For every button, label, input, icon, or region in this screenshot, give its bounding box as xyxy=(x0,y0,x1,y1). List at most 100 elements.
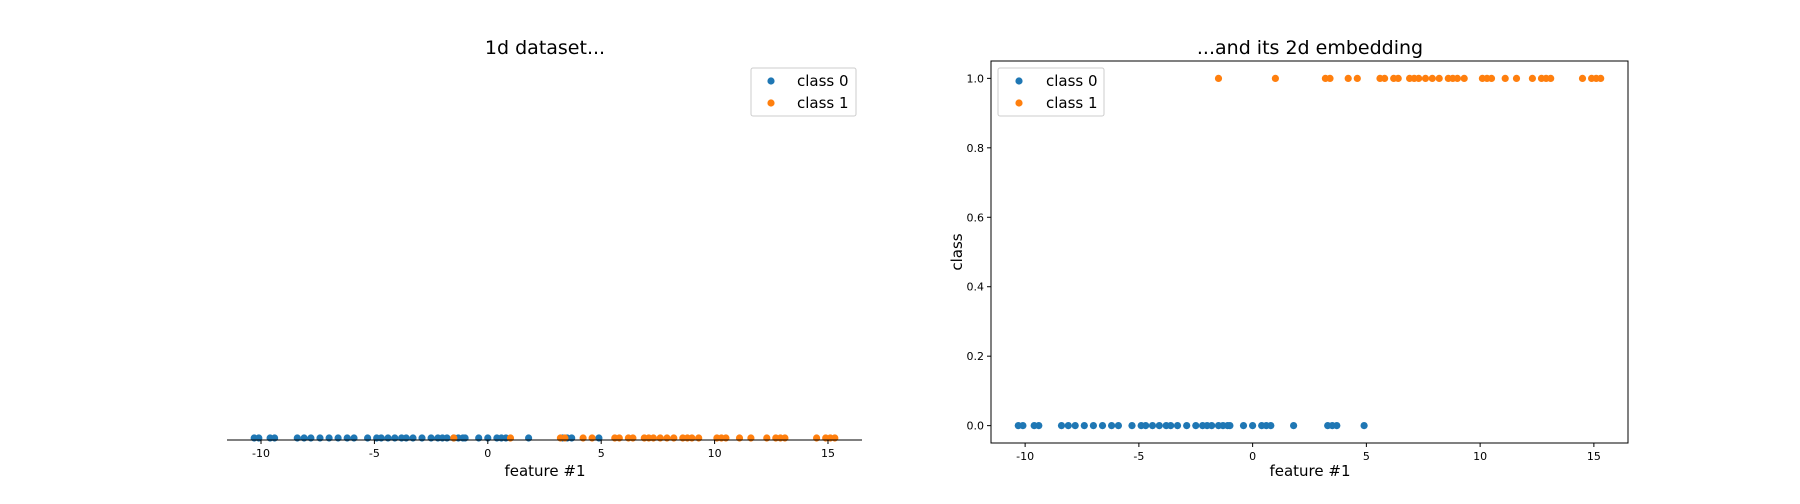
point-class-1 xyxy=(1435,74,1443,82)
legend-marker-class-1 xyxy=(767,99,775,107)
point-class-1 xyxy=(1460,74,1468,82)
point-class-0 xyxy=(409,434,417,442)
x-axis-label: feature #1 xyxy=(504,462,585,480)
y-tick-label: 0.0 xyxy=(967,420,985,433)
point-class-1 xyxy=(747,434,755,442)
point-class-1 xyxy=(1421,74,1430,82)
scatter-points xyxy=(1014,74,1605,430)
point-class-1 xyxy=(1353,74,1361,82)
point-class-1 xyxy=(1501,74,1509,82)
x-tick-label: -5 xyxy=(369,447,380,460)
point-class-0 xyxy=(1360,422,1368,430)
point-class-1 xyxy=(831,434,839,442)
legend-marker-class-0 xyxy=(767,77,775,85)
y-tick-label: 0.2 xyxy=(967,350,985,363)
legend-frame xyxy=(750,67,857,117)
point-class-1 xyxy=(588,434,596,442)
point-class-0 xyxy=(1142,422,1150,430)
point-class-0 xyxy=(1167,422,1175,430)
point-class-0 xyxy=(325,434,333,442)
x-tick-label: 15 xyxy=(821,447,835,460)
chart-title: 1d dataset... xyxy=(485,37,605,59)
point-class-0 xyxy=(1148,422,1157,430)
point-class-1 xyxy=(1547,74,1555,82)
point-class-0 xyxy=(568,434,576,442)
point-class-1 xyxy=(579,434,587,442)
point-class-1 xyxy=(1453,74,1461,82)
legend-label-class-1: class 1 xyxy=(1046,94,1098,112)
point-class-0 xyxy=(1155,422,1163,430)
point-class-0 xyxy=(1057,422,1066,430)
x-tick-label: 0 xyxy=(1249,450,1256,463)
point-class-1 xyxy=(1381,74,1389,82)
point-class-1 xyxy=(629,434,637,442)
point-class-1 xyxy=(688,434,696,442)
point-class-0 xyxy=(1226,422,1234,430)
point-class-0 xyxy=(334,434,342,442)
point-class-1 xyxy=(506,434,515,442)
point-class-0 xyxy=(307,434,315,442)
y-ticks: 0.0 0.2 0.4 0.6 0.8 1.0 xyxy=(967,72,991,433)
legend: class 0 class 1 xyxy=(750,67,857,117)
point-class-0 xyxy=(1114,422,1122,430)
point-class-1 xyxy=(656,434,664,442)
point-class-1 xyxy=(1326,74,1334,82)
point-class-1 xyxy=(1528,74,1536,82)
point-class-1 xyxy=(450,434,458,442)
x-tick-label: 5 xyxy=(598,447,605,460)
y-axis-label: class xyxy=(948,233,966,270)
point-class-0 xyxy=(525,434,533,442)
point-class-1 xyxy=(1428,74,1436,82)
plot-frame xyxy=(990,60,1629,444)
point-class-1 xyxy=(649,434,658,442)
point-class-1 xyxy=(561,434,569,442)
x-tick-label: 0 xyxy=(484,447,491,460)
point-class-0 xyxy=(427,434,435,442)
point-class-0 xyxy=(1064,422,1072,430)
point-class-0 xyxy=(1128,422,1136,430)
point-class-0 xyxy=(1249,422,1257,430)
x-axis-label: feature #1 xyxy=(1269,462,1350,480)
point-class-0 xyxy=(418,434,426,442)
point-class-0 xyxy=(1239,422,1248,430)
point-class-1 xyxy=(670,434,678,442)
point-class-1 xyxy=(781,434,789,442)
point-class-0 xyxy=(1192,422,1200,430)
point-class-0 xyxy=(1019,422,1027,430)
x-tick-label: 15 xyxy=(1587,450,1601,463)
point-class-0 xyxy=(1089,422,1097,430)
x-tick-label: 10 xyxy=(708,447,722,460)
x-tick-label: -10 xyxy=(1016,450,1034,463)
point-class-1 xyxy=(1487,74,1496,82)
point-class-0 xyxy=(1173,422,1182,430)
point-class-1 xyxy=(1271,74,1279,82)
point-class-1 xyxy=(813,434,821,442)
point-class-1 xyxy=(763,434,771,442)
scatter-points xyxy=(250,434,839,442)
legend-marker-class-1 xyxy=(1015,99,1023,107)
point-class-0 xyxy=(377,434,385,442)
x-tick-label: -5 xyxy=(1133,450,1144,463)
legend: class 0 class 1 xyxy=(997,67,1105,117)
point-class-0 xyxy=(443,434,451,442)
legend-label-class-0: class 0 xyxy=(797,72,849,90)
point-class-0 xyxy=(402,434,410,442)
point-class-1 xyxy=(1578,74,1587,82)
chart-2d-embedding: ...and its 2d embedding -10 -5 0 5 10 15 0.00… xyxy=(948,37,1629,480)
chart-title: ...and its 2d embedding xyxy=(1197,37,1423,59)
x-ticks: -10 -5 0 5 10 15 xyxy=(252,440,835,460)
point-class-0 xyxy=(316,434,324,442)
point-class-0 xyxy=(300,434,308,442)
chart-1d-dataset: 1d dataset... -10 -5 0 5 10 15 feature #1 cla… xyxy=(227,37,862,480)
legend-label-class-0: class 0 xyxy=(1046,72,1098,90)
point-class-0 xyxy=(461,434,469,442)
point-class-0 xyxy=(1208,422,1216,430)
point-class-1 xyxy=(1415,74,1423,82)
point-class-0 xyxy=(384,434,392,442)
point-class-0 xyxy=(475,434,483,442)
point-class-0 xyxy=(343,434,351,442)
x-tick-label: 5 xyxy=(1363,450,1370,463)
point-class-0 xyxy=(350,434,358,442)
point-class-0 xyxy=(1267,422,1275,430)
